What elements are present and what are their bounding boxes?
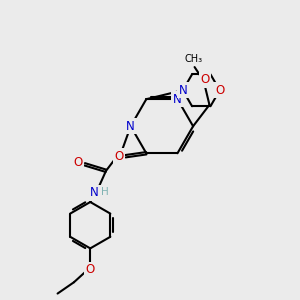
Text: CH₃: CH₃ [184,54,202,64]
Text: N: N [90,186,98,199]
Text: N: N [126,120,135,133]
Text: H: H [101,187,109,197]
Text: N: N [173,93,182,106]
Text: O: O [114,150,124,163]
Text: N: N [178,84,187,97]
Text: O: O [215,84,224,97]
Text: O: O [85,263,95,276]
Text: O: O [74,156,83,169]
Text: O: O [200,74,210,86]
